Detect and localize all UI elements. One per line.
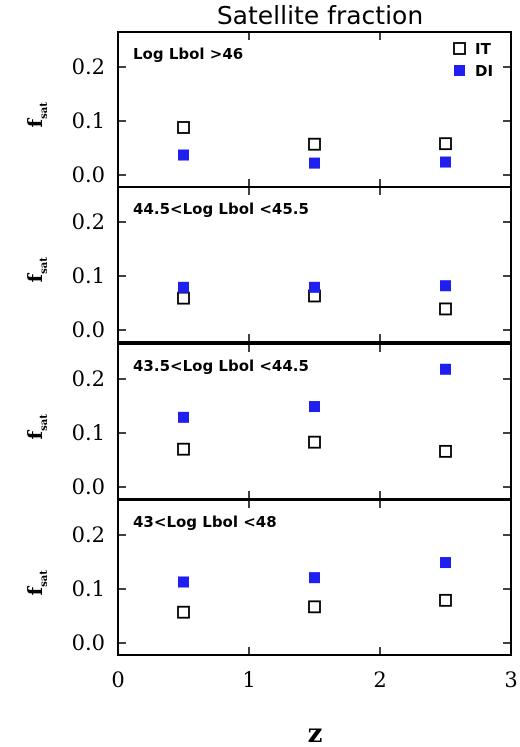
point-di [309,572,320,584]
legend-marker-di [454,65,465,76]
y-tick-label: 0.1 [72,109,105,133]
y-tick-label: 0.2 [72,55,105,79]
x-tick-label: 1 [242,668,255,692]
point-it [308,435,321,449]
panel-3: 0.0 0.1 0.2 fsat 43.5<Log Lbol <44.5 [23,343,512,500]
point-di [440,363,451,375]
x-tick-label: 2 [373,668,386,692]
point-di [178,411,189,423]
point-it [177,605,190,619]
point-it [177,291,190,305]
panel-label: Log Lbol >46 [133,45,243,63]
x-tick-label: 0 [111,668,124,692]
y-tick-label: 0.0 [72,163,105,187]
point-it [308,600,321,614]
point-it [439,302,452,316]
panel-frame [117,499,512,656]
y-tick-label: 0.2 [72,210,105,234]
point-it [439,137,452,151]
point-di [178,281,189,293]
y-tick-label: 0.1 [72,421,105,445]
y-tick-label: 0.1 [72,577,105,601]
y-tick-label: 0.1 [72,264,105,288]
y-axis-label-subscript: sat [39,102,50,119]
y-tick-label: 0.0 [72,631,105,655]
point-di [440,156,451,168]
panel-label: 43<Log Lbol <48 [133,513,277,531]
panel-4: 0.0 0.1 0.2 fsat 43<Log Lbol <48 [23,499,512,656]
y-tick-label: 0.0 [72,475,105,499]
legend-marker-it [453,42,466,55]
x-axis-label: z [308,719,323,747]
x-tick-labels: 0 1 2 3 [111,668,517,692]
y-axis-label: fsat [23,257,50,283]
y-axis-label: fsat [23,102,50,128]
panel-frame [117,186,512,343]
point-it [439,444,452,458]
point-di [309,157,320,169]
y-axis-label-subscript: sat [39,414,50,431]
y-tick-label: 0.0 [72,318,105,342]
panel-1: 0.0 0.1 0.2 fsat Log Lbol >46 IT DI [23,31,512,188]
point-di [309,401,320,413]
point-di [309,281,320,293]
y-axis-label: fsat [23,570,50,596]
legend-label-di: DI [475,62,493,80]
panel-label: 44.5<Log Lbol <45.5 [133,200,309,218]
panel-label: 43.5<Log Lbol <44.5 [133,357,309,375]
chart-title: Satellite fraction [217,1,423,30]
y-tick-label: 0.2 [72,367,105,391]
point-it [439,593,452,607]
y-tick-label: 0.2 [72,523,105,547]
y-axis-label-subscript: sat [39,570,50,587]
legend-label-it: IT [475,40,492,58]
point-di [440,557,451,569]
y-axis-label: fsat [23,414,50,440]
point-it [308,137,321,151]
y-axis-label-subscript: sat [39,257,50,274]
point-di [178,576,189,588]
point-it [177,442,190,456]
panel-2: 0.0 0.1 0.2 fsat 44.5<Log Lbol <45.5 [23,186,512,343]
point-di [440,280,451,292]
panels-group: 0.0 0.1 0.2 fsat Log Lbol >46 IT DI 0.0 0.1 0.2 fs… [23,31,512,656]
point-it [177,121,190,134]
point-di [178,149,189,161]
x-tick-label: 3 [504,668,517,692]
